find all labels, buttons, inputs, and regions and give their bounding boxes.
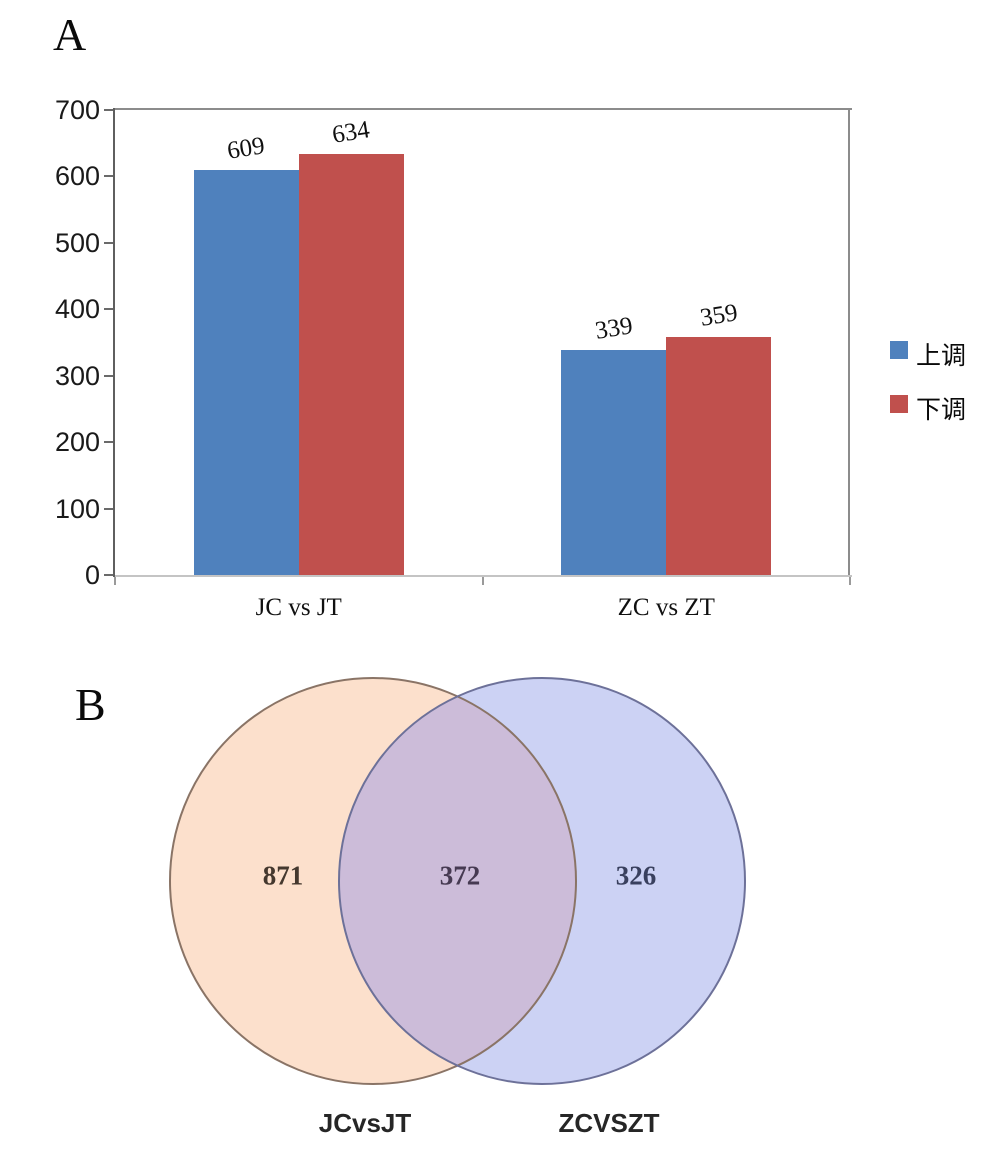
bar-value-label: 339: [593, 312, 635, 345]
venn-left-count: 871: [262, 860, 304, 891]
bar-下调-JC vs JT: [298, 153, 404, 575]
venn-left-outline: [169, 677, 577, 1085]
legend-label-下调: 下调: [916, 396, 967, 424]
y-tick-mark: [104, 308, 113, 311]
plot-border-top: [113, 108, 852, 110]
y-tick-mark: [104, 441, 113, 444]
legend-label-上调: 上调: [916, 342, 967, 370]
x-category-label: JC vs JT: [255, 594, 342, 621]
bar-上调-JC vs JT: [193, 170, 299, 575]
y-tick-mark: [104, 574, 113, 576]
y-tick-mark: [104, 109, 113, 111]
y-tick-label: 700: [54, 95, 100, 125]
y-tick-label: 100: [54, 493, 100, 524]
bar-value-label: 359: [698, 298, 740, 332]
y-tick-label: 200: [54, 427, 100, 458]
y-axis-line: [113, 108, 115, 577]
x-category-label: ZC vs ZT: [617, 594, 715, 621]
y-tick-mark: [104, 175, 113, 178]
venn-overlap-region: [338, 696, 577, 1066]
venn-overlap-count: 372: [439, 860, 481, 891]
bar-value-label: 609: [225, 132, 267, 166]
x-tick-mark: [114, 577, 116, 585]
y-tick-mark: [104, 241, 113, 244]
plot-border-right: [848, 108, 850, 577]
panel-a-letter: A: [53, 9, 87, 60]
venn-diagram: [169, 677, 746, 1085]
bar-value-label: 634: [330, 116, 372, 149]
legend-swatch-下调: [890, 395, 908, 413]
venn-left-set-label: JCvsJT: [318, 1108, 412, 1138]
venn-right-outline: [338, 677, 746, 1085]
x-axis-line: [113, 575, 852, 577]
y-tick-label: 300: [54, 360, 100, 391]
y-tick-label: 0: [84, 560, 100, 590]
legend-swatch-上调: [890, 341, 908, 359]
bar-下调-ZC vs ZT: [666, 336, 772, 575]
y-tick-label: 500: [54, 227, 100, 258]
venn-right-set-label: ZCVSZT: [558, 1108, 660, 1138]
panel-b-letter: B: [75, 679, 106, 730]
y-tick-mark: [104, 374, 113, 377]
y-tick-label: 400: [54, 294, 100, 325]
y-tick-mark: [104, 507, 113, 510]
x-tick-mark: [481, 577, 484, 585]
bar-上调-ZC vs ZT: [561, 349, 667, 575]
venn-right-count: 326: [615, 860, 657, 891]
x-tick-mark: [849, 577, 851, 585]
y-tick-label: 600: [54, 161, 100, 192]
